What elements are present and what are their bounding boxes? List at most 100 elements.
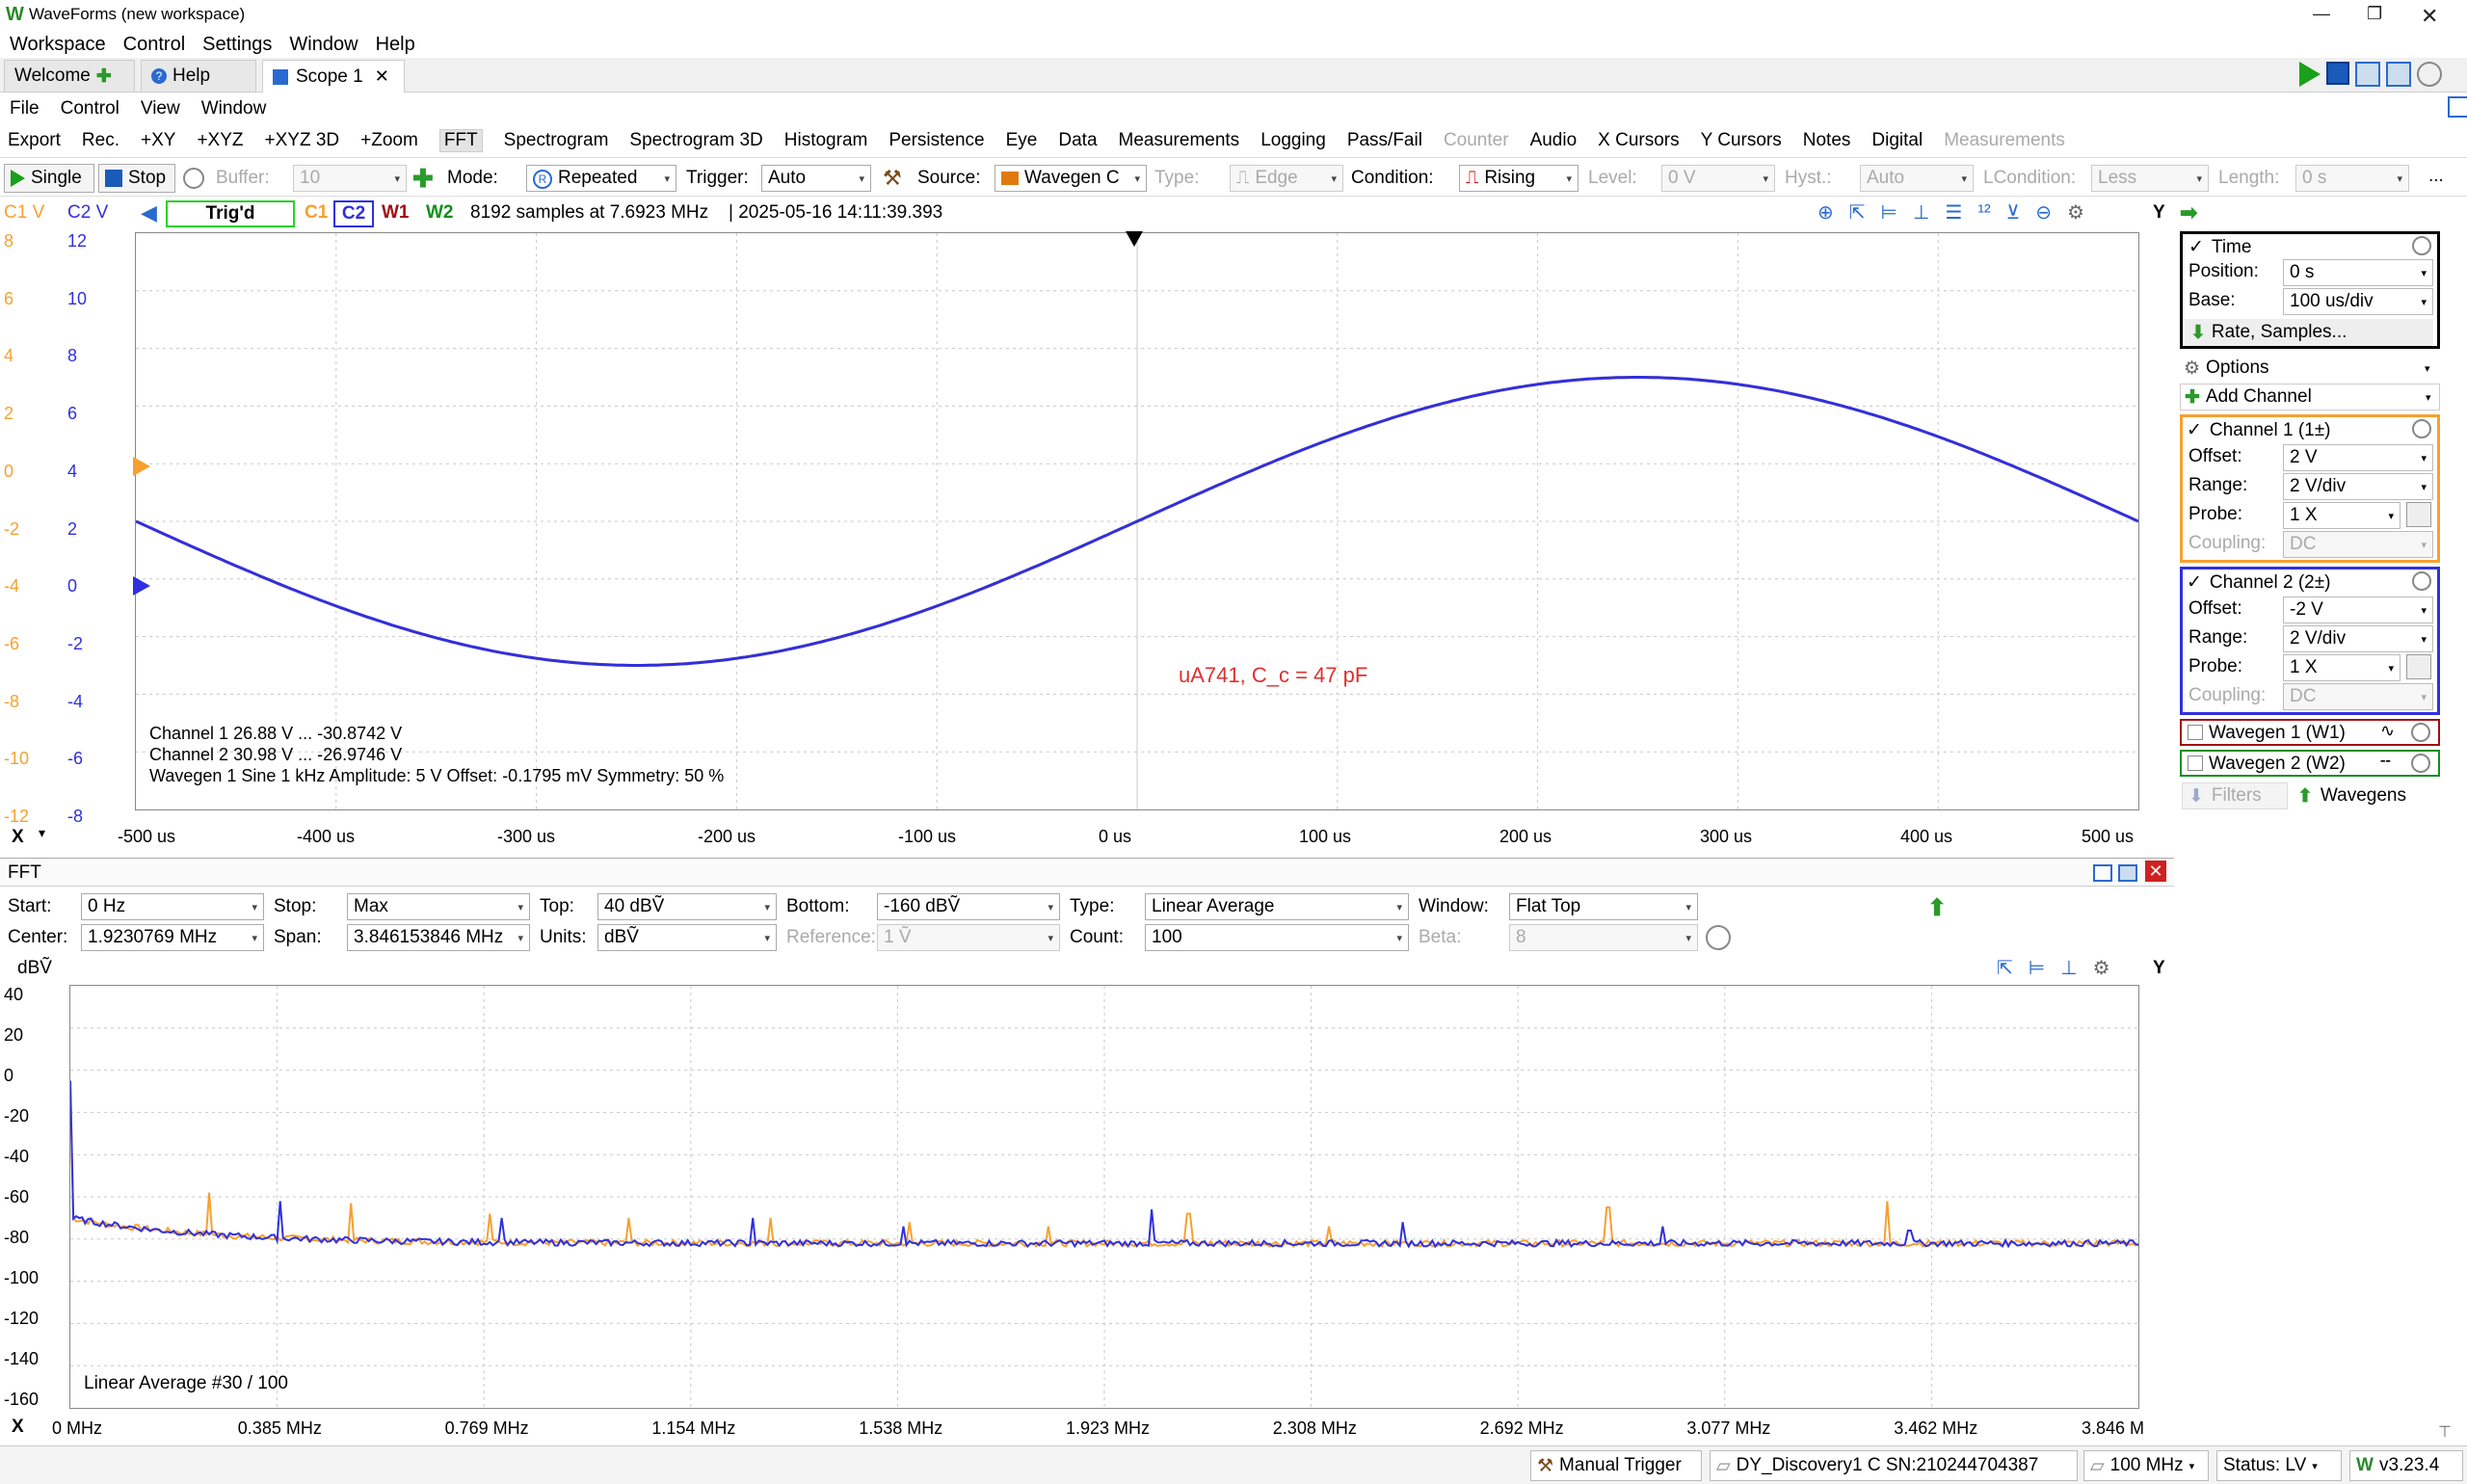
right-panel-arrow-icon[interactable]: ➡ bbox=[2180, 200, 2198, 225]
menu-help[interactable]: Help bbox=[375, 33, 415, 55]
w2-settings-icon[interactable] bbox=[2411, 754, 2430, 773]
x-axis-button[interactable]: X bbox=[12, 827, 24, 847]
menu-file[interactable]: File bbox=[10, 98, 40, 119]
add-icon[interactable]: ✚ bbox=[412, 164, 434, 193]
fit-vertical-icon[interactable]: ⊥ bbox=[1912, 202, 1930, 224]
time-settings-icon[interactable] bbox=[2412, 236, 2431, 255]
view-button-x-cursors[interactable]: X Cursors bbox=[1598, 130, 1680, 150]
fft-pan-icon[interactable]: ⇱ bbox=[1997, 958, 2013, 979]
view-button-notes[interactable]: Notes bbox=[1802, 130, 1851, 150]
w2-tag[interactable]: W2 bbox=[426, 202, 454, 223]
ch1-checkbox[interactable]: ✓ bbox=[2187, 420, 2202, 440]
options-row[interactable]: ⚙ Options ▾ bbox=[2180, 355, 2440, 382]
menu-workspace[interactable]: Workspace bbox=[10, 33, 106, 55]
menu-settings[interactable]: Settings bbox=[202, 33, 273, 55]
view-button-logging[interactable]: Logging bbox=[1260, 130, 1326, 150]
time-checkbox[interactable]: ✓ bbox=[2188, 237, 2204, 257]
c2-offset-marker[interactable] bbox=[133, 576, 150, 596]
fft-center-select[interactable]: 1.9230769 MHz ▾ bbox=[81, 924, 264, 951]
ch2-offset-select[interactable]: -2 V ▾ bbox=[2283, 596, 2433, 623]
minimize-icon[interactable]: — bbox=[2313, 4, 2330, 23]
manual-trigger-button[interactable]: ⚒ Manual Trigger bbox=[1530, 1450, 1702, 1481]
settings-gear-icon[interactable] bbox=[2417, 62, 2442, 87]
view-button-spectrogram[interactable]: Spectrogram bbox=[503, 130, 609, 150]
view-button-histogram[interactable]: Histogram bbox=[783, 130, 868, 150]
layout-split-icon[interactable] bbox=[2386, 62, 2411, 87]
filters-button[interactable]: ⬇ Filters bbox=[2182, 782, 2288, 809]
mode-select[interactable]: R Repeated ▾ bbox=[526, 165, 676, 192]
view-button-measurements[interactable]: Measurements bbox=[1944, 130, 2065, 150]
single-button[interactable]: Single bbox=[4, 164, 94, 193]
tab-welcome[interactable]: Welcome ✚ bbox=[4, 60, 135, 93]
pan-icon[interactable]: ⇱ bbox=[1848, 202, 1866, 224]
buffer-input[interactable]: 10 ▾ bbox=[293, 165, 407, 192]
ch1-offset-select[interactable]: 2 V ▾ bbox=[2283, 444, 2433, 471]
view-button-fft[interactable]: FFT bbox=[438, 129, 483, 152]
fft-reference-select[interactable]: 1 Ṽ ▾ bbox=[877, 924, 1060, 951]
fft-plot[interactable]: Linear Average #30 / 100 bbox=[69, 985, 2139, 1409]
fft-top-select[interactable]: 40 dBṼ ▾ bbox=[597, 893, 777, 920]
view-button-pass-fail[interactable]: Pass/Fail bbox=[1346, 130, 1422, 150]
fft-fit-horizontal-icon[interactable]: ⊨ bbox=[2028, 958, 2046, 979]
trigger-select[interactable]: Auto ▾ bbox=[761, 165, 871, 192]
ch2-settings-icon[interactable] bbox=[2412, 571, 2431, 591]
c1-offset-marker[interactable] bbox=[133, 457, 150, 476]
view-button-counter[interactable]: Counter bbox=[1443, 130, 1509, 150]
fft-type-select[interactable]: Linear Average ▾ bbox=[1145, 893, 1409, 920]
fft-x-axis-button[interactable]: X bbox=[12, 1417, 24, 1437]
fft-close-icon[interactable]: ✕ bbox=[2145, 861, 2166, 882]
plot-settings-icon[interactable]: ⚙ bbox=[2067, 202, 2084, 224]
view-button-export[interactable]: Export bbox=[8, 130, 61, 150]
ch1-header[interactable]: ✓ Channel 1 (1±) bbox=[2187, 419, 2330, 441]
menu-control[interactable]: Control bbox=[122, 33, 186, 55]
ch2-checkbox[interactable]: ✓ bbox=[2187, 572, 2202, 593]
ch1-settings-icon[interactable] bbox=[2412, 419, 2431, 438]
y-axis-button[interactable]: Y bbox=[2153, 202, 2165, 223]
fft-window-select[interactable]: Flat Top ▾ bbox=[1509, 893, 1698, 920]
numbers-icon[interactable]: ¹² bbox=[1977, 201, 1991, 223]
view-button-spectrogram-3d[interactable]: Spectrogram 3D bbox=[629, 130, 763, 150]
view-button--zoom[interactable]: +Zoom bbox=[360, 130, 418, 150]
add-channel-button[interactable]: ✚ Add Channel ▾ bbox=[2180, 384, 2440, 411]
view-button-rec-[interactable]: Rec. bbox=[81, 130, 119, 150]
ch1-range-select[interactable]: 2 V/div ▾ bbox=[2283, 473, 2433, 500]
menu-scope-window[interactable]: Window bbox=[200, 98, 267, 119]
view-button--xy[interactable]: +XY bbox=[141, 130, 176, 150]
fft-export-arrow-icon[interactable]: ⬆ bbox=[1927, 895, 1948, 921]
fft-restore-icon[interactable] bbox=[2093, 864, 2112, 882]
fft-fit-vertical-icon[interactable]: ⊥ bbox=[2060, 958, 2078, 979]
cursor-icon[interactable]: ⊻ bbox=[2005, 202, 2021, 224]
layout-icon[interactable] bbox=[2355, 62, 2380, 87]
c2-tag[interactable]: C2 bbox=[333, 200, 374, 227]
time-header[interactable]: ✓ Time bbox=[2188, 236, 2251, 258]
ch2-probe-select[interactable]: 1 X ▾ bbox=[2283, 654, 2401, 681]
align-icon[interactable]: ☰ bbox=[1945, 202, 1963, 224]
lcondition-select[interactable]: Less ▾ bbox=[2091, 165, 2209, 192]
time-base-select[interactable]: 100 us/div ▾ bbox=[2283, 288, 2433, 315]
ch2-coupling-select[interactable]: DC ▾ bbox=[2283, 683, 2433, 710]
fft-bottom-select[interactable]: -160 dBṼ ▾ bbox=[877, 893, 1060, 920]
view-button-data[interactable]: Data bbox=[1058, 130, 1098, 150]
collapse-left-icon[interactable]: ◀ bbox=[141, 200, 157, 225]
fft-maximize-icon[interactable] bbox=[2118, 864, 2137, 882]
view-button--xyz-3d[interactable]: +XYZ 3D bbox=[264, 130, 340, 150]
type-select[interactable]: ⎍ Edge ▾ bbox=[1230, 165, 1343, 192]
x-axis-dropdown-icon[interactable]: ▾ bbox=[39, 825, 46, 840]
c1-tag[interactable]: C1 bbox=[305, 202, 329, 223]
menu-scope-control[interactable]: Control bbox=[60, 98, 119, 119]
rate-samples-button[interactable]: ⬇ Rate, Samples... bbox=[2185, 319, 2433, 346]
acq-settings-icon[interactable] bbox=[183, 168, 204, 189]
view-button-y-cursors[interactable]: Y Cursors bbox=[1700, 130, 1782, 150]
ch2-probe-cal-icon[interactable] bbox=[2406, 654, 2431, 679]
fft-settings-icon[interactable] bbox=[1706, 925, 1731, 950]
menu-view[interactable]: View bbox=[140, 98, 180, 119]
time-position-select[interactable]: 0 s ▾ bbox=[2283, 259, 2433, 286]
hammer-icon[interactable]: ⚒ bbox=[883, 166, 902, 190]
tab-help[interactable]: ? Help bbox=[141, 60, 256, 93]
view-button-persistence[interactable]: Persistence bbox=[889, 130, 985, 150]
source-select[interactable]: Wavegen C ▾ bbox=[995, 165, 1147, 192]
fft-stop-select[interactable]: Max ▾ bbox=[347, 893, 530, 920]
ch2-range-select[interactable]: 2 V/div ▾ bbox=[2283, 625, 2433, 652]
add-tab-icon[interactable]: ✚ bbox=[95, 66, 112, 87]
